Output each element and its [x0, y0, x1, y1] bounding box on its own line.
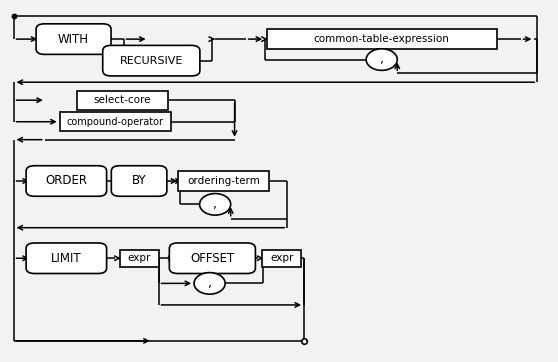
- FancyBboxPatch shape: [36, 24, 111, 54]
- FancyBboxPatch shape: [267, 29, 497, 49]
- Text: ,: ,: [208, 277, 211, 290]
- Text: ,: ,: [213, 198, 217, 211]
- FancyBboxPatch shape: [26, 243, 107, 274]
- Text: BY: BY: [132, 174, 146, 188]
- FancyBboxPatch shape: [112, 166, 167, 196]
- FancyBboxPatch shape: [26, 166, 107, 196]
- Text: compound-operator: compound-operator: [67, 117, 163, 127]
- Text: ordering-term: ordering-term: [187, 176, 260, 186]
- Text: RECURSIVE: RECURSIVE: [119, 56, 183, 66]
- FancyBboxPatch shape: [177, 171, 270, 191]
- Ellipse shape: [366, 49, 397, 70]
- FancyBboxPatch shape: [262, 250, 301, 267]
- Text: select-core: select-core: [94, 95, 151, 105]
- Text: expr: expr: [127, 253, 151, 263]
- Text: OFFSET: OFFSET: [190, 252, 234, 265]
- FancyBboxPatch shape: [76, 91, 168, 110]
- FancyBboxPatch shape: [169, 243, 256, 274]
- FancyBboxPatch shape: [60, 112, 171, 131]
- Text: LIMIT: LIMIT: [51, 252, 81, 265]
- FancyBboxPatch shape: [119, 250, 158, 267]
- Ellipse shape: [194, 273, 225, 294]
- FancyBboxPatch shape: [103, 45, 200, 76]
- Text: ,: ,: [379, 53, 384, 66]
- Text: common-table-expression: common-table-expression: [314, 34, 450, 44]
- Ellipse shape: [200, 194, 230, 215]
- Text: ORDER: ORDER: [45, 174, 88, 188]
- Text: WITH: WITH: [58, 33, 89, 46]
- Text: expr: expr: [270, 253, 294, 263]
